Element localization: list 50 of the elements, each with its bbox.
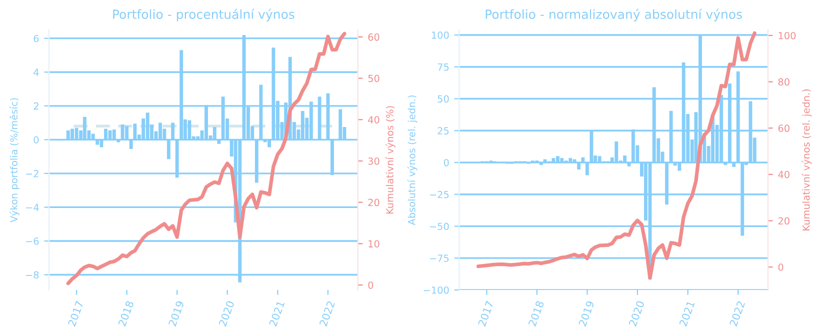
- y2-tick-label: 0: [778, 264, 784, 271]
- y-tick-label: −75: [430, 254, 449, 262]
- x-tick-label: 2020: [628, 300, 645, 327]
- x-tick-label: 2020: [218, 300, 234, 327]
- y2-tick-label: 100: [778, 32, 796, 40]
- line-series: [66, 32, 346, 286]
- x-tick-label: 2017: [478, 300, 494, 327]
- y-tick-label: 0: [444, 158, 449, 166]
- y2-tick-label: 30: [368, 157, 380, 165]
- y-tick-label: −4: [26, 204, 39, 211]
- y2-tick-label: 60: [778, 124, 790, 132]
- y2-tick-label: 10: [368, 240, 380, 248]
- y2-tick-label: 80: [778, 78, 790, 86]
- y-tick-label: 4: [34, 68, 39, 76]
- y2-axis-title: Kumulativní výnos (rel. jedn.): [802, 89, 812, 230]
- y-tick-label: 2: [34, 102, 38, 110]
- y2-tick-label: 40: [778, 170, 790, 178]
- y-tick-label: 0: [34, 136, 39, 144]
- y2-tick-label: 20: [778, 217, 790, 225]
- y2-tick-label: 20: [368, 198, 380, 206]
- y2-axis-title: Kumulativní výnos (%): [385, 106, 396, 214]
- y-tick-label: −6: [26, 237, 39, 245]
- y-tick-label: 25: [438, 127, 449, 134]
- x-tick-label: 2022: [319, 300, 335, 327]
- y-tick-label: −50: [430, 222, 449, 230]
- y-tick-label: −100: [424, 286, 449, 294]
- x-tick-label: 2018: [118, 300, 134, 327]
- chart-title: Portfolio - normalizovaný absolutní výnos: [486, 8, 742, 22]
- y-tick-label: 75: [438, 63, 449, 71]
- y-axis-title: Výkon portfolia (%/měsíc): [10, 98, 20, 222]
- y-tick-label: 6: [34, 34, 39, 42]
- y-tick-label: −2: [26, 170, 38, 178]
- y-tick-label: −25: [430, 190, 449, 198]
- y2-tick-label: 0: [368, 281, 374, 289]
- x-tick-label: 2021: [679, 300, 695, 327]
- y2-tick-label: 40: [368, 116, 380, 124]
- y2-tick-label: 50: [368, 74, 380, 82]
- x-tick-label: 2022: [729, 300, 746, 327]
- y-axis-title: Absolutní výnos (rel. jedn.): [407, 95, 418, 226]
- y-tick-label: −8: [26, 271, 39, 279]
- x-tick-label: 2019: [578, 300, 594, 327]
- y2-tick-label: 60: [368, 33, 380, 41]
- x-tick-label: 2017: [68, 300, 84, 327]
- x-tick-label: 2021: [268, 300, 285, 327]
- line-series: [476, 31, 756, 280]
- x-tick-label: 2018: [528, 300, 544, 327]
- chart-title: Portfolio - procentuální výnos: [113, 8, 294, 22]
- y-tick-label: 100: [432, 31, 449, 39]
- y-tick-label: 50: [438, 95, 449, 103]
- x-tick-label: 2019: [168, 300, 184, 327]
